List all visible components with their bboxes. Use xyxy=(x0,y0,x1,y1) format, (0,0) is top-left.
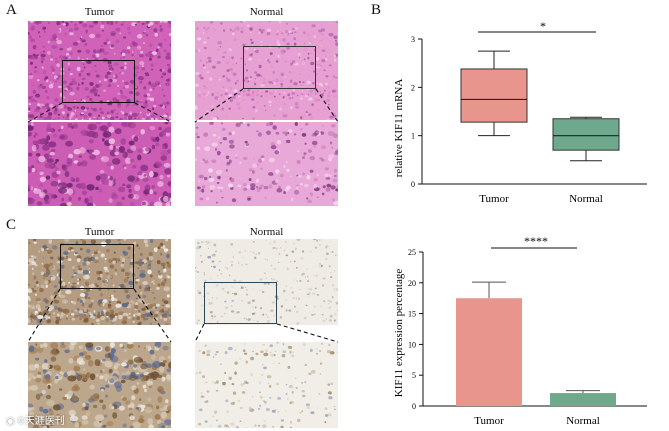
normal-he-overview-image xyxy=(195,21,338,120)
tumor-he-title: Tumor xyxy=(84,6,115,18)
significance-label: * xyxy=(540,19,546,33)
normal-bar xyxy=(550,393,616,406)
y-tick-label: 5 xyxy=(412,371,416,380)
panel-letter-a: A xyxy=(6,2,17,18)
y-tick-label: 2 xyxy=(411,83,415,92)
tumor-bar xyxy=(456,298,522,406)
y-tick-label: 15 xyxy=(408,310,416,319)
chart-b-ylabel: relative KIF11 mRNA xyxy=(393,79,405,178)
y-tick-label: 20 xyxy=(408,279,416,288)
y-tick-label: 0 xyxy=(412,402,416,411)
watermark-text: ©天涯医刊 xyxy=(17,416,65,427)
x-category-label-normal: Normal xyxy=(566,415,600,427)
kif11-mrna-boxplot: relative KIF11 mRNA 0 1 2 3 Tumor Normal * xyxy=(393,19,647,205)
tumor-box xyxy=(460,68,528,123)
normal-he-zoom-image xyxy=(195,122,338,206)
tumor-ihc-overview-image xyxy=(28,239,171,325)
normal-he-title: Normal xyxy=(249,6,284,18)
chart-c-ylabel: KIF11 expression percentage xyxy=(393,269,405,398)
y-tick-label: 25 xyxy=(408,248,416,257)
tumor-he-overview-image xyxy=(28,21,171,120)
normal-ihc-title: Normal xyxy=(249,226,284,238)
normal-he-zoom-box xyxy=(243,46,316,89)
panel-letter-c: C xyxy=(6,217,17,233)
tumor-ihc-zoom-image xyxy=(28,342,171,428)
tumor-he-zoom-box xyxy=(62,60,135,103)
watermark: ◉ ©天涯医刊 xyxy=(6,412,65,427)
tumor-ihc-title: Tumor xyxy=(84,226,115,238)
kif11-expression-barchart: KIF11 expression percentage 0 5 10 15 20 25 Tu… xyxy=(393,234,647,427)
y-tick-label: 1 xyxy=(411,132,415,141)
y-tick-label: 10 xyxy=(408,340,416,349)
y-tick-label: 3 xyxy=(411,35,415,44)
tumor-ihc-zoom-box xyxy=(60,244,134,289)
normal-ihc-zoom-box xyxy=(204,282,277,324)
x-category-label-tumor: Tumor xyxy=(479,193,509,205)
camera-icon: ◉ xyxy=(6,416,15,427)
tumor-he-zoom-image xyxy=(28,122,171,206)
x-category-label-tumor: Tumor xyxy=(474,415,504,427)
x-category-label-normal: Normal xyxy=(569,193,603,205)
significance-label: **** xyxy=(524,234,548,248)
normal-ihc-zoom-image xyxy=(195,342,338,428)
panel-letter-b: B xyxy=(371,2,382,18)
y-tick-label: 0 xyxy=(411,180,415,189)
normal-box xyxy=(552,118,620,151)
